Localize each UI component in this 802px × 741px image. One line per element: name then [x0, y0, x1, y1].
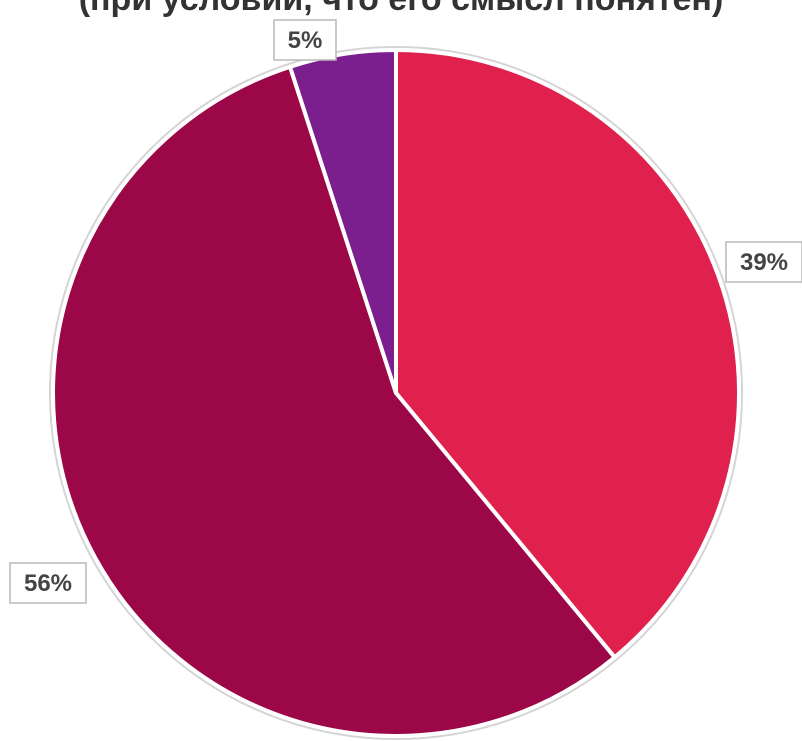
- pie-slice-1: [394, 48, 741, 660]
- data-label-2: 56%: [9, 562, 87, 604]
- chart-title: (при условии, что его смысл понятен): [0, 0, 802, 19]
- data-label-text: 39%: [740, 249, 788, 276]
- data-label-text: 56%: [24, 570, 72, 597]
- pie-slice-2: [51, 64, 617, 738]
- data-label-box: [725, 241, 802, 283]
- data-label-1: 39%: [725, 241, 802, 283]
- data-label-text: 5%: [288, 27, 323, 54]
- data-label-box: [273, 19, 337, 61]
- data-label-box: [9, 562, 87, 604]
- pie-slice-3: [288, 48, 398, 395]
- pie-outline: [49, 46, 743, 740]
- data-label-3: 5%: [273, 19, 337, 61]
